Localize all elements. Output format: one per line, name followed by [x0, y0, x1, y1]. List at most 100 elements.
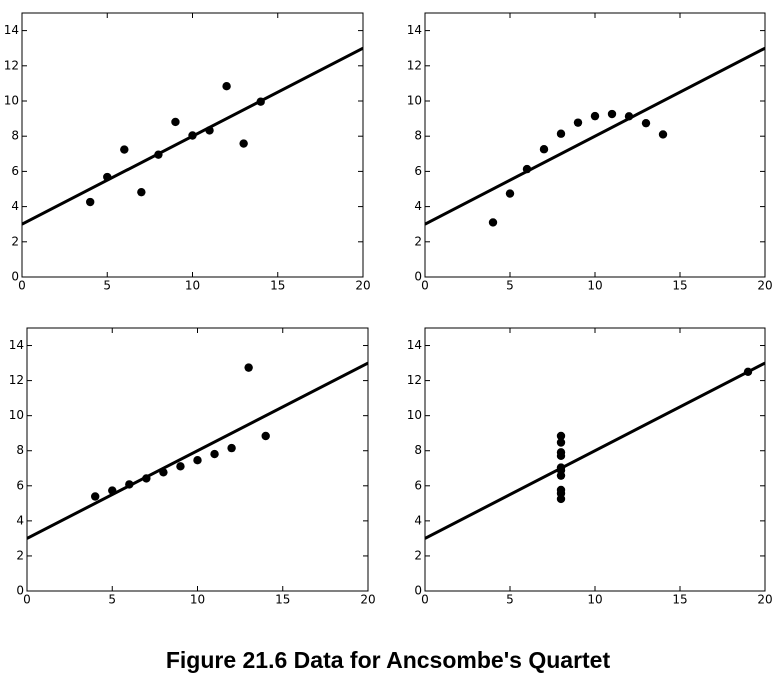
y-tick-label: 6 [16, 478, 24, 492]
fit-line [425, 361, 765, 540]
y-tick-label: 14 [4, 23, 19, 37]
scatter-point [171, 117, 180, 127]
axes-frame [26, 327, 369, 592]
x-tick-label: 5 [108, 593, 116, 607]
y-tick-label: 8 [414, 129, 422, 143]
y-tick-label: 6 [414, 164, 422, 178]
x-tick-label: 15 [672, 279, 687, 293]
y-tick-label: 10 [407, 408, 422, 422]
y-tick-label: 6 [11, 164, 19, 178]
x-tick-label: 5 [506, 279, 514, 293]
scatter-point [556, 448, 566, 457]
scatter-point [607, 109, 617, 119]
scatter-point [86, 197, 95, 207]
y-tick-label: 6 [414, 478, 422, 492]
fit-line [27, 361, 368, 540]
scatter-point [193, 456, 202, 465]
scatter-point [91, 492, 100, 501]
x-tick-label: 0 [421, 593, 429, 607]
y-tick-label: 14 [407, 338, 422, 352]
scatter-point [222, 82, 231, 91]
y-tick-label: 4 [414, 199, 422, 213]
scatter-point [125, 480, 134, 489]
scatter-point [120, 145, 129, 154]
x-tick-label: 15 [672, 593, 687, 607]
y-tick-label: 10 [4, 94, 19, 108]
y-tick-label: 12 [4, 58, 19, 72]
scatter-point [103, 172, 112, 182]
scatter-point [488, 218, 498, 227]
scatter-point [539, 145, 549, 154]
x-tick-label: 20 [757, 279, 772, 293]
y-tick-label: 14 [407, 23, 422, 37]
panel: 0 5 10 15 20 0 2 4 6 8 10 12 14 [4, 12, 371, 293]
y-tick-label: 8 [11, 129, 19, 143]
y-tick-label: 8 [414, 443, 422, 457]
x-tick-label: 15 [270, 279, 285, 293]
x-tick-label: 0 [23, 593, 31, 607]
x-tick-label: 0 [18, 279, 26, 293]
y-tick-label: 10 [407, 94, 422, 108]
scatter-point [239, 139, 248, 148]
y-tick-label: 4 [414, 513, 422, 527]
scatter-point [505, 189, 515, 198]
scatter-point [590, 111, 600, 121]
y-tick-label: 14 [9, 338, 24, 352]
y-tick-label: 8 [16, 443, 24, 457]
y-tick-label: 0 [414, 270, 422, 284]
scatter-point [210, 449, 219, 459]
scatter-point [188, 131, 197, 140]
scatter-point [205, 126, 214, 135]
y-tick-label: 0 [414, 584, 422, 598]
x-tick-label: 10 [190, 593, 205, 607]
panel: 0 5 10 15 20 0 2 4 6 8 10 12 14 [9, 327, 376, 607]
axes-frame [424, 12, 766, 278]
panel: 0 5 10 15 20 0 2 4 6 8 10 12 14 [407, 12, 773, 293]
x-tick-label: 20 [360, 593, 375, 607]
scatter-point [556, 489, 566, 498]
scatter-point [142, 474, 151, 483]
x-tick-label: 20 [355, 279, 370, 293]
x-tick-label: 0 [421, 279, 429, 293]
scatter-point [108, 486, 117, 495]
figure-caption: Figure 21.6 Data for Ancsombe's Quartet [166, 647, 611, 673]
x-tick-label: 5 [506, 593, 514, 607]
scatter-point [556, 465, 566, 475]
y-tick-label: 2 [11, 234, 19, 248]
scatter-point [624, 112, 634, 121]
x-tick-label: 15 [275, 593, 290, 607]
x-tick-label: 10 [587, 279, 602, 293]
scatter-point [154, 150, 163, 159]
y-tick-label: 4 [11, 199, 19, 213]
scatter-point [137, 187, 146, 197]
scatter-point [261, 431, 270, 441]
y-tick-label: 12 [407, 373, 422, 387]
scatter-point [522, 164, 532, 174]
scatter-point [159, 468, 168, 477]
scatter-point [556, 431, 566, 441]
x-tick-label: 20 [757, 593, 772, 607]
y-tick-label: 2 [16, 548, 24, 562]
x-tick-label: 10 [185, 279, 200, 293]
scatter-point [556, 129, 566, 138]
y-tick-label: 2 [414, 548, 422, 562]
scatter-point [658, 130, 668, 139]
y-tick-label: 12 [407, 58, 422, 72]
y-tick-label: 0 [16, 584, 24, 598]
y-tick-label: 12 [9, 373, 24, 387]
scatter-point [743, 367, 753, 377]
scatter-point [227, 443, 236, 453]
fit-line [425, 46, 765, 226]
scatter-point [556, 438, 566, 447]
x-tick-label: 10 [587, 593, 602, 607]
panel: 0 5 10 15 20 0 2 4 6 8 10 12 14 [407, 327, 773, 607]
axes-frame [424, 327, 766, 592]
scatter-point [573, 118, 583, 127]
scatter-point [176, 462, 185, 471]
scatter-point [256, 97, 265, 106]
x-tick-label: 5 [103, 279, 111, 293]
scatter-point [641, 118, 651, 128]
y-tick-label: 2 [414, 234, 422, 248]
